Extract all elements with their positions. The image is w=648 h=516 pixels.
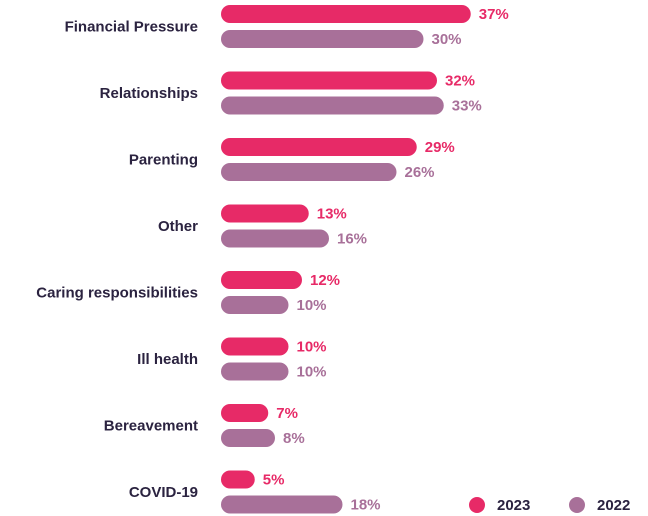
- bar: [221, 271, 302, 289]
- bar: [221, 429, 275, 447]
- category-label: Financial Pressure: [65, 18, 198, 35]
- category-label: Parenting: [129, 151, 198, 168]
- value-label: 12%: [310, 272, 340, 289]
- bar: [221, 470, 255, 489]
- value-label: 32%: [445, 72, 475, 89]
- value-label: 33%: [452, 97, 482, 114]
- bar: [221, 337, 289, 356]
- legend-label: 2023: [497, 497, 530, 514]
- bar: [221, 96, 444, 115]
- bar: [221, 404, 269, 422]
- category-label: Caring responsibilities: [36, 284, 198, 301]
- value-label: 13%: [317, 205, 347, 222]
- legend-swatch: [569, 497, 585, 513]
- value-label: 26%: [405, 164, 435, 181]
- bar: [221, 362, 289, 381]
- value-label: 37%: [479, 6, 509, 23]
- bar: [221, 204, 309, 223]
- value-label: 5%: [263, 471, 285, 488]
- value-label: 18%: [351, 496, 381, 513]
- value-label: 8%: [283, 430, 305, 447]
- bar: [221, 5, 471, 23]
- legend-swatch: [469, 497, 485, 513]
- bar: [221, 163, 397, 181]
- value-label: 7%: [276, 405, 298, 422]
- value-label: 10%: [297, 338, 327, 355]
- bar: [221, 138, 417, 156]
- category-label: Relationships: [100, 85, 198, 102]
- value-label: 30%: [432, 31, 462, 48]
- category-label: Ill health: [137, 351, 198, 368]
- legend-label: 2022: [597, 497, 630, 514]
- category-label: Bereavement: [104, 417, 198, 434]
- value-label: 29%: [425, 139, 455, 156]
- category-label: COVID-19: [129, 484, 198, 501]
- value-label: 10%: [297, 297, 327, 314]
- bar: [221, 229, 329, 248]
- bar: [221, 30, 424, 48]
- bar: [221, 71, 437, 90]
- bar: [221, 495, 343, 514]
- value-label: 16%: [337, 230, 367, 247]
- category-label: Other: [158, 218, 198, 235]
- bar: [221, 296, 289, 314]
- value-label: 10%: [297, 363, 327, 380]
